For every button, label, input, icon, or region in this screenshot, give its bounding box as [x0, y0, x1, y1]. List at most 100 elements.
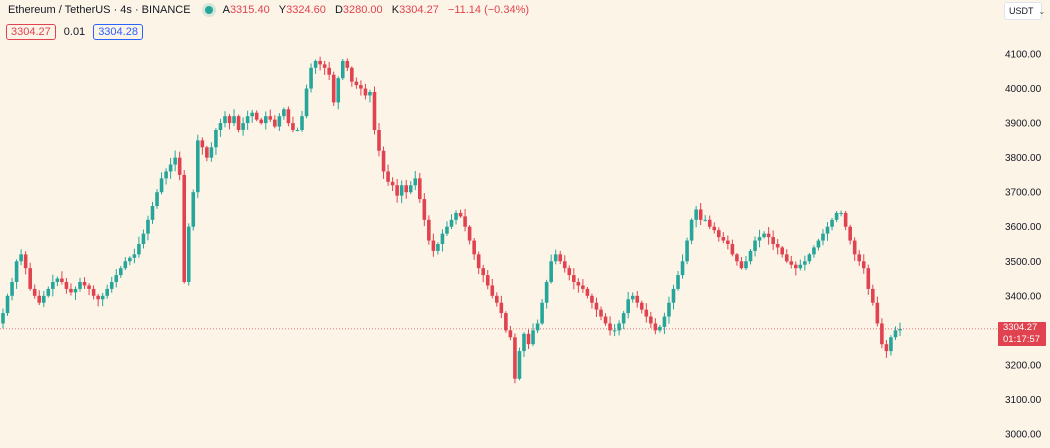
candle-down	[585, 288, 590, 296]
candle-up	[449, 219, 454, 227]
candle-down	[472, 240, 476, 255]
candle-down	[784, 254, 789, 262]
candle-up	[436, 244, 440, 251]
candle-down	[594, 302, 599, 310]
candle-down	[28, 268, 32, 289]
candle-down	[513, 337, 517, 379]
candle-down	[427, 219, 431, 241]
candle-down	[350, 67, 354, 82]
candle-down	[780, 247, 785, 255]
candle-up	[517, 351, 522, 379]
candle-up	[263, 116, 268, 124]
candle-down	[286, 109, 291, 124]
candle-up	[150, 206, 155, 220]
candle-down	[861, 261, 866, 269]
candle-down	[843, 212, 848, 227]
price-tick-label: 3700.00	[1005, 188, 1042, 199]
candle-up	[41, 295, 46, 303]
candle-up	[336, 78, 341, 103]
candle-down	[789, 261, 794, 265]
candle-down	[712, 226, 717, 231]
candle-down	[467, 226, 472, 241]
candle-down	[476, 254, 481, 269]
high-label: Y	[278, 4, 287, 16]
candle-up	[553, 254, 558, 262]
candle-up	[798, 264, 803, 269]
candle-up	[839, 212, 843, 214]
candle-up	[105, 288, 109, 296]
spread-value: 0.01	[63, 26, 86, 38]
high-value: 3324.60	[286, 4, 326, 16]
candle-down	[331, 74, 336, 103]
currency-selector[interactable]: USDT ⌄	[1004, 2, 1045, 20]
candle-up	[300, 116, 304, 130]
close-value: 3304.27	[399, 4, 439, 16]
price-tick-label: 3900.00	[1005, 119, 1042, 130]
candle-down	[458, 212, 463, 217]
candle-up	[753, 240, 757, 251]
candle-up	[803, 261, 807, 265]
candle-down	[37, 295, 42, 303]
candle-up	[544, 282, 549, 303]
price-tick-label: 3000.00	[1005, 430, 1042, 441]
candle-down	[775, 244, 780, 248]
candle-up	[825, 226, 830, 234]
candle-up	[132, 254, 137, 258]
candle-down	[735, 254, 739, 262]
candle-up	[1, 313, 5, 324]
candle-up	[898, 328, 902, 331]
candle-up	[309, 67, 313, 89]
ohlc-values: A3315.40 Y3324.60 D3280.00 K3304.27 −11.…	[223, 4, 529, 16]
candle-up	[703, 219, 707, 221]
candle-up	[408, 185, 413, 193]
candle-down	[386, 171, 390, 182]
candle-up	[55, 278, 60, 282]
price-tick-label: 4000.00	[1005, 84, 1042, 95]
candle-up	[612, 330, 617, 332]
price-tick-label: 3500.00	[1005, 257, 1042, 268]
candle-down	[390, 181, 395, 186]
candle-down	[639, 302, 644, 310]
candle-up	[368, 92, 372, 96]
candle-down	[504, 313, 508, 331]
candle-up	[295, 130, 300, 131]
candle-up	[123, 261, 128, 269]
change-value: −11.14 (−0.34%)	[447, 4, 530, 16]
candle-up	[51, 282, 55, 289]
candle-up	[164, 171, 168, 179]
candle-up	[667, 302, 671, 317]
candle-up	[662, 316, 667, 327]
candle-down	[603, 316, 608, 324]
candle-down	[508, 330, 513, 338]
candle-up	[676, 275, 680, 289]
candle-down	[200, 140, 205, 148]
candles	[1, 56, 902, 384]
candle-up	[186, 226, 191, 282]
buy-price-button[interactable]: 3304.28	[93, 24, 143, 40]
candle-down	[359, 85, 363, 89]
candle-up	[168, 164, 173, 172]
candle-down	[884, 344, 889, 352]
candle-down	[649, 316, 653, 324]
candle-down	[739, 261, 744, 269]
open-value: 3315.40	[229, 4, 270, 16]
candle-down	[590, 295, 594, 303]
candle-down	[182, 174, 187, 282]
price-tick-label: 3400.00	[1005, 291, 1042, 302]
price-axis[interactable]: 4100.00 4000.00 3900.00 3800.00 3700.00 3600.…	[1005, 50, 1042, 441]
candle-up	[413, 178, 418, 186]
candle-up	[399, 185, 404, 196]
candle-down	[875, 302, 880, 324]
symbol-title[interactable]: Ethereum / TetherUS · 4s · BINANCE	[8, 4, 191, 16]
candle-down	[177, 157, 182, 175]
candle-up	[114, 275, 119, 282]
candle-down	[463, 216, 467, 227]
candle-down	[205, 147, 209, 158]
candle-down	[608, 323, 612, 331]
candle-down	[363, 88, 368, 96]
sell-price-button[interactable]: 3304.27	[6, 24, 56, 40]
candle-down	[377, 130, 381, 151]
market-open-icon	[204, 6, 213, 14]
candle-up	[159, 178, 164, 193]
